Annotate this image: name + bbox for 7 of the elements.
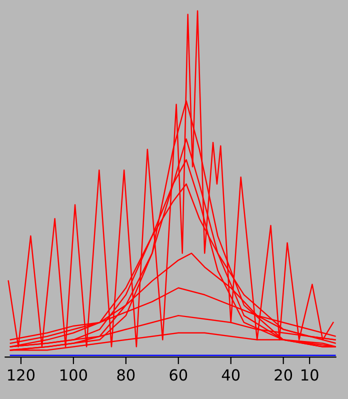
x-tick-label: 120 [8,369,35,381]
x-tick-label: 100 [60,369,88,381]
x-tick-label: 60 [170,369,188,381]
x-tick-label: 20 [274,369,292,381]
x-tick-label: 80 [117,369,135,381]
x-tick-label: 10 [302,369,318,381]
x-tick-label: 40 [222,369,240,381]
